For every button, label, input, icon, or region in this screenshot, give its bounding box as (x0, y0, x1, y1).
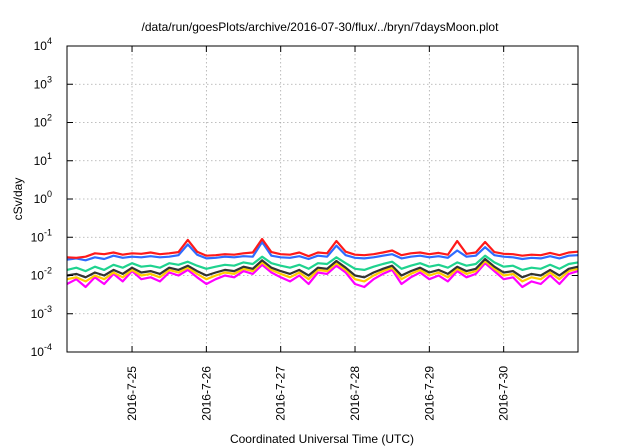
y-tick-label: 10-2 (31, 266, 52, 283)
grid (67, 46, 578, 352)
x-tick-label: 2016-7-29 (422, 366, 436, 421)
series-line-3 (66, 257, 579, 279)
y-tick-label: 10-3 (31, 304, 52, 321)
x-tick-label: 2016-7-28 (348, 366, 362, 421)
x-tick-label: 2016-7-25 (125, 366, 139, 421)
y-tick-label: 101 (34, 151, 52, 168)
y-tick-label: 10-1 (31, 227, 52, 244)
x-axis-label: Coordinated Universal Time (UTC) (230, 432, 414, 446)
series-line-2 (66, 259, 579, 283)
plot-frame (66, 45, 579, 353)
series-line-1 (66, 262, 579, 289)
y-tick-label: 102 (34, 113, 52, 130)
series-layer (66, 237, 579, 289)
x-tick-label: 2016-7-27 (274, 366, 288, 421)
y-tick-label: 104 (34, 36, 52, 53)
y-tick-label: 10-4 (31, 342, 52, 359)
series-line-4 (66, 254, 579, 273)
axis-ticks: 10-4 10-3 10-2 10-1 100 101 102 103 104 2016-7-25… (31, 36, 578, 421)
chart-title: /data/run/goesPlots/archive/2016-07-30/f… (142, 20, 500, 34)
series-line-5 (66, 240, 579, 262)
x-tick-label: 2016-7-26 (199, 366, 213, 421)
x-tick-label: 2016-7-30 (497, 366, 511, 421)
series-line-6 (66, 237, 579, 259)
y-axis-label: cSv/day (11, 178, 25, 221)
y-tick-label: 100 (34, 189, 52, 206)
y-tick-label: 103 (34, 74, 52, 91)
